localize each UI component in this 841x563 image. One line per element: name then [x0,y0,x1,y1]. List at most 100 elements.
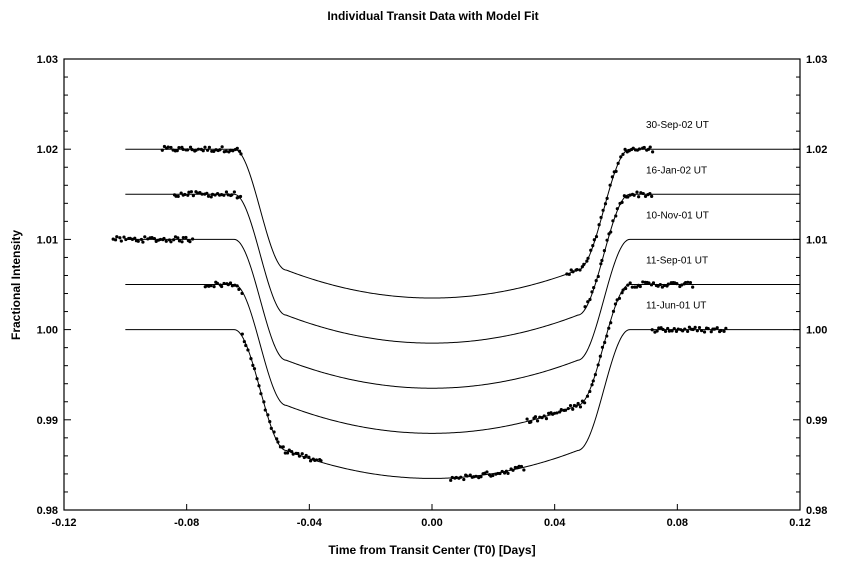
data-point [242,340,246,344]
data-point [296,451,300,456]
data-point [650,194,654,198]
data-point [686,280,690,284]
data-point [566,406,570,411]
data-point [605,196,609,200]
data-point [240,291,244,295]
data-point [278,445,283,449]
data-point [580,265,584,269]
data-point [191,237,195,241]
data-point [220,284,224,289]
x-tick-label: -0.04 [297,517,323,529]
data-point [263,408,267,412]
data-point [251,363,255,368]
data-point [590,383,594,387]
data-point [631,146,635,150]
data-point [450,475,454,480]
data-point [610,175,614,179]
data-point [666,282,670,286]
data-point [187,190,191,194]
data-point [609,230,613,234]
data-point [188,240,192,244]
data-point [183,192,187,197]
data-point [576,401,580,406]
data-point [662,283,666,288]
data-point [651,150,655,154]
x-axis-label: Time from Transit Center (T0) [Days] [328,543,535,557]
data-point [661,327,665,332]
data-point [194,148,198,152]
data-point [650,328,654,332]
data-point [188,145,193,149]
data-point [598,354,602,358]
data-point [189,190,193,194]
data-point [646,147,651,151]
x-tick-label: -0.08 [174,517,199,529]
data-point [319,459,323,463]
data-point [519,464,524,469]
curve-label: 11-Jun-01 UT [646,301,706,312]
data-point [695,329,699,333]
data-point [290,450,294,454]
data-point [517,464,521,468]
data-point [119,239,123,243]
data-point [181,147,185,151]
data-point [667,329,671,333]
data-point [648,145,652,149]
data-point [122,235,126,239]
data-point [603,340,607,345]
data-point [269,426,273,431]
data-point [614,214,618,218]
data-point [186,193,190,197]
y-tick-label-right: 0.99 [806,415,827,427]
data-point [693,325,697,329]
data-point [454,475,458,480]
data-point [449,478,453,482]
data-point [150,236,154,240]
data-point [302,455,306,460]
data-point [162,236,166,241]
data-point [643,194,648,198]
data-point [590,290,594,294]
data-point [611,309,616,313]
data-point [724,326,728,330]
data-point [691,285,695,289]
data-point [600,258,604,263]
data-point [620,200,624,204]
data-point [617,296,622,300]
data-point [136,239,140,243]
data-point [468,473,472,477]
data-point [599,262,603,266]
data-point [209,195,213,199]
data-point [266,413,270,417]
data-point [152,237,157,241]
data-point [130,237,135,241]
axis-tick-labels: -0.12 -0.08 -0.04 0.00 0.04 0.08 0.120.98 0.980… [37,54,828,529]
data-point [649,283,654,287]
data-point [586,256,590,260]
data-point [676,327,680,331]
data-point [600,345,605,349]
data-point [143,235,147,239]
data-point [220,145,224,149]
data-point [465,474,469,478]
curve-label: 30-Sep-02 UT [646,120,709,131]
data-point [647,281,651,285]
data-point [535,419,540,423]
x-tick-label: 0.00 [421,517,442,529]
y-tick-label-left: 1.03 [37,54,58,66]
data-point [567,272,571,276]
data-point [115,235,119,239]
data-point [559,407,563,412]
data-point [164,239,168,243]
data-point [232,190,236,194]
data-point [118,236,122,240]
data-point [162,144,167,149]
data-point [580,399,585,403]
x-tick-label: 0.08 [667,517,688,529]
data-point [702,330,707,334]
data-point [222,281,226,286]
data-point [230,284,234,288]
data-point [249,357,253,361]
y-axis-label: Fractional Intensity [9,230,23,340]
data-point [630,285,634,289]
